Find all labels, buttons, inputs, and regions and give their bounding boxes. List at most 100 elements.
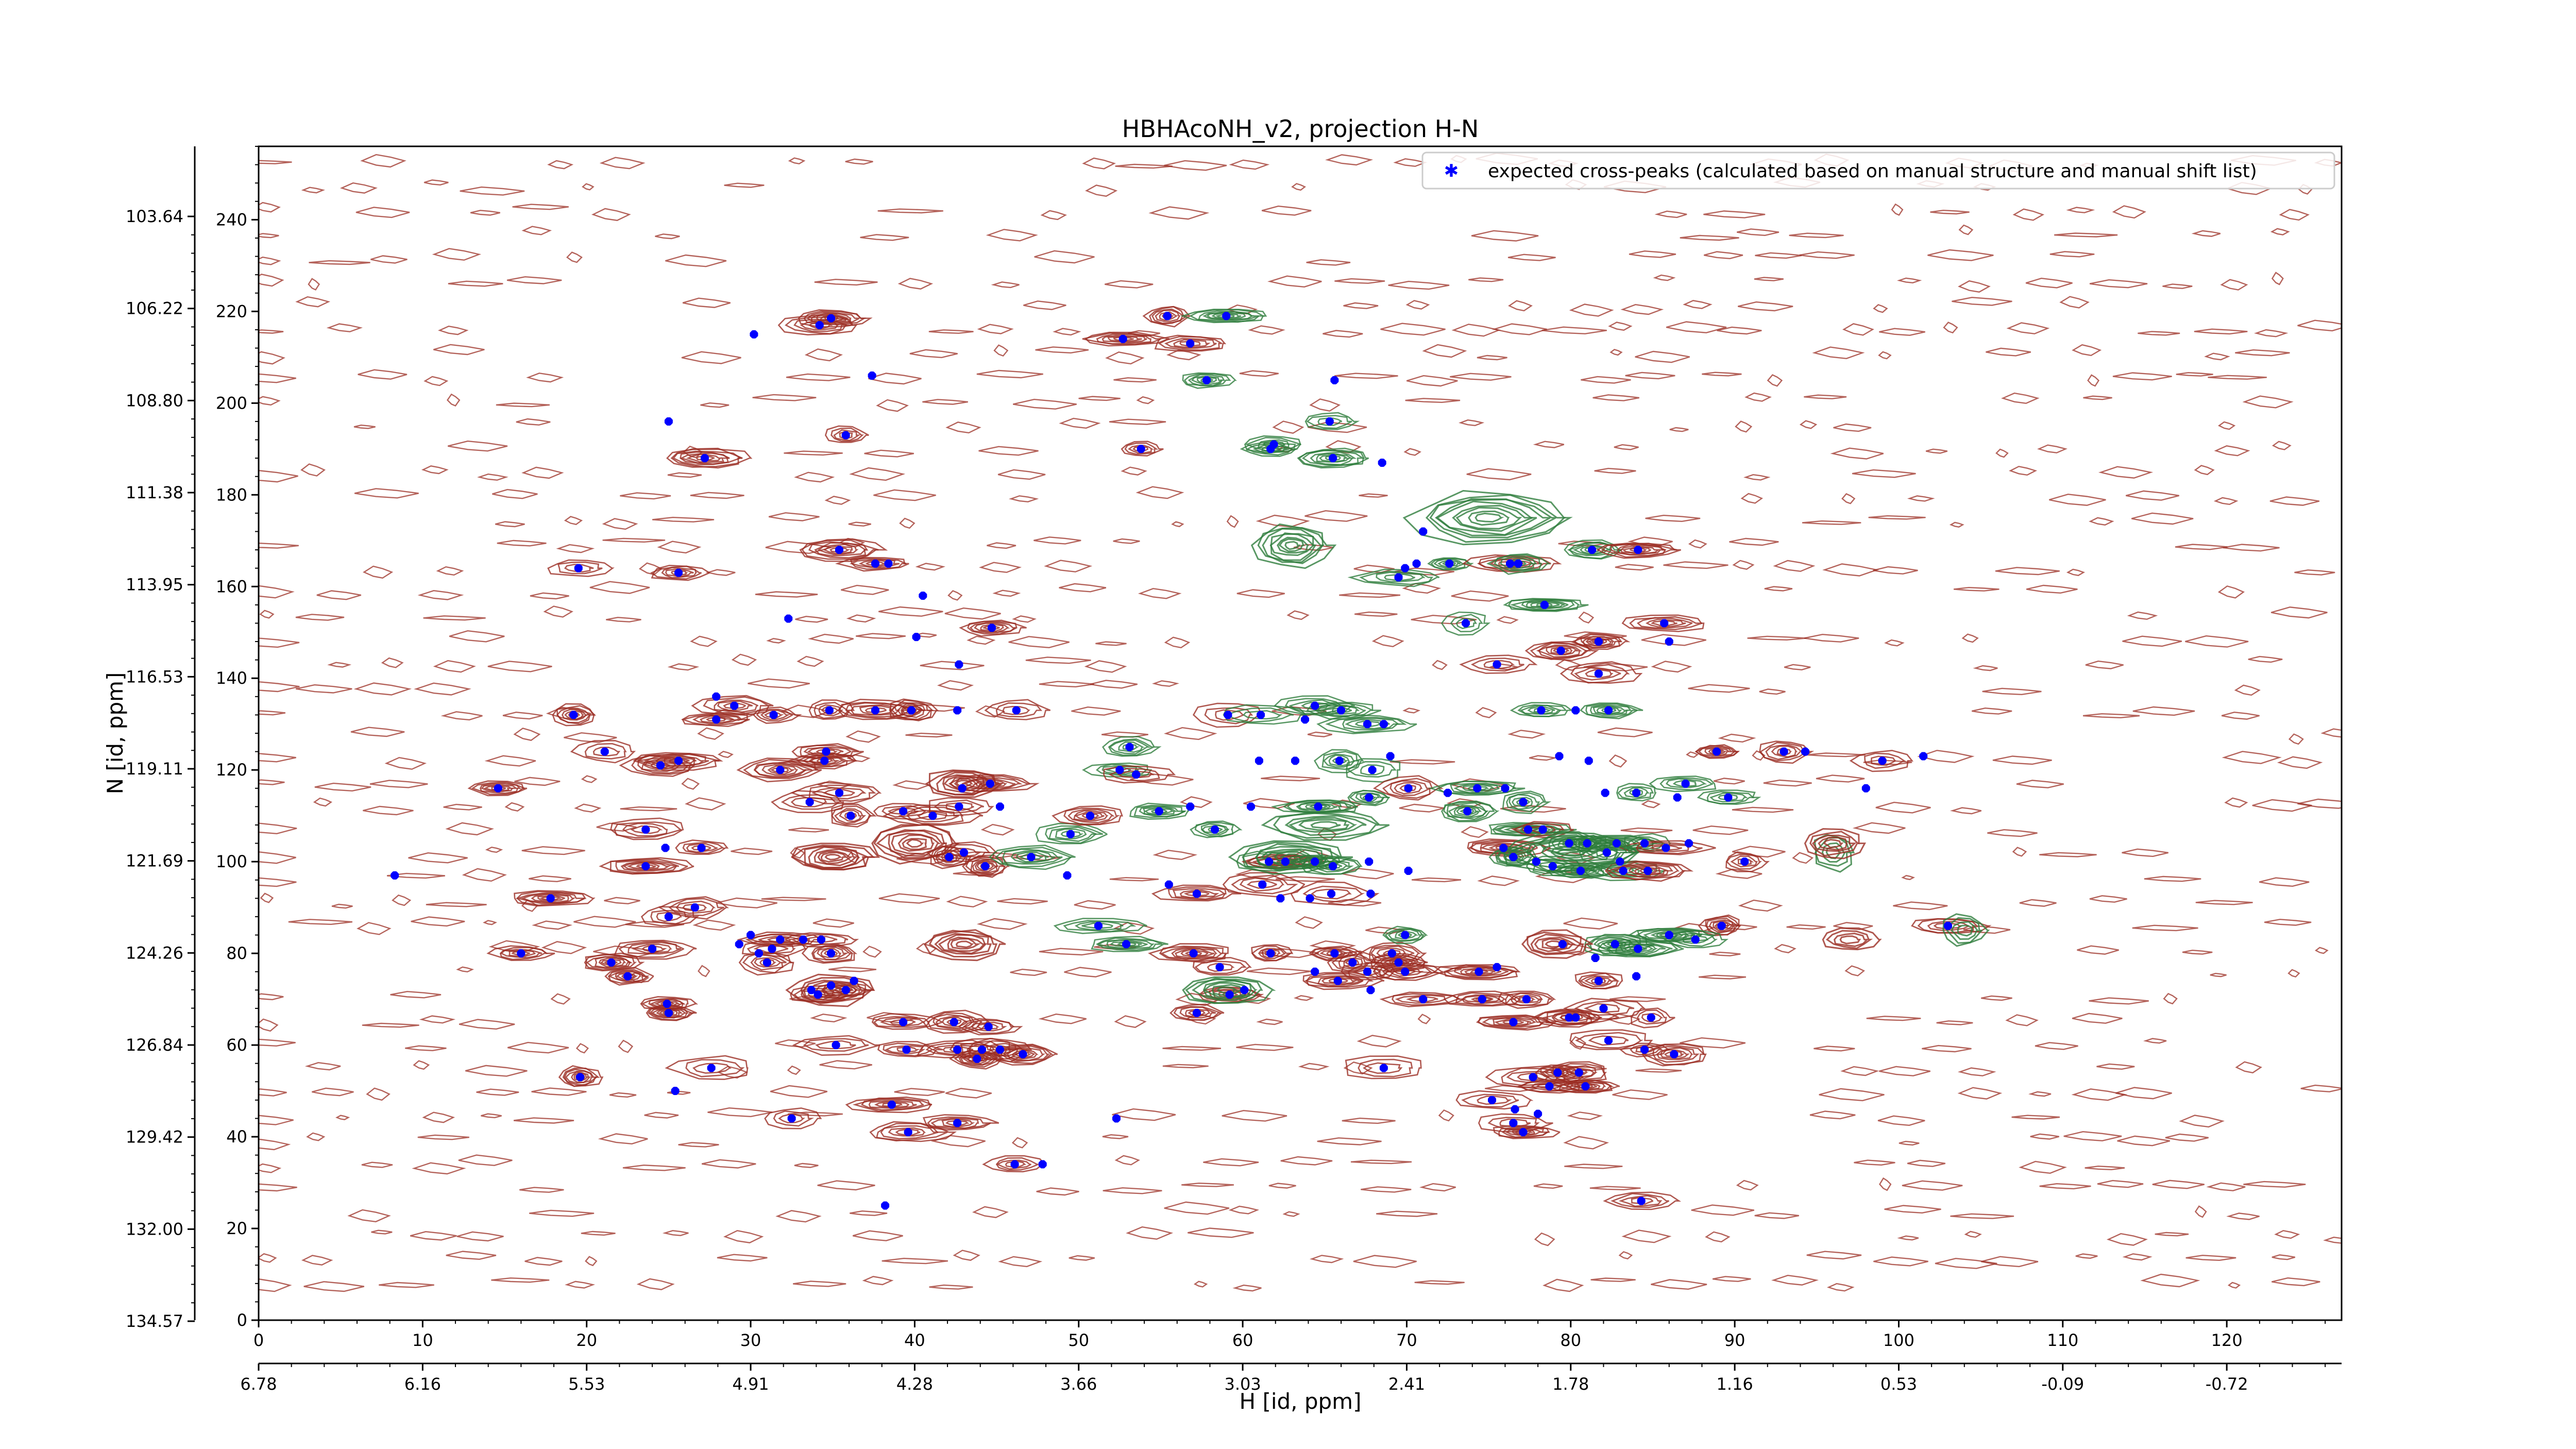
contour-line — [1631, 1197, 1654, 1205]
noise-contour — [1074, 900, 1116, 910]
contour-line — [670, 447, 743, 469]
contour-line — [873, 824, 954, 861]
noise-contour — [1044, 560, 1093, 572]
contour-line — [1151, 884, 1242, 902]
contour-line — [664, 757, 697, 765]
noise-contour — [484, 755, 536, 767]
noise-contour — [1529, 755, 1555, 761]
noise-contour — [2054, 232, 2118, 238]
noise-contour — [1466, 468, 1532, 481]
contour-line — [1500, 556, 1537, 571]
peak-marker — [1583, 839, 1591, 848]
peak-marker — [1365, 857, 1374, 866]
contour-line — [1809, 831, 1860, 857]
noise-contour — [878, 893, 940, 904]
contour-line — [620, 861, 677, 872]
contour-line — [479, 783, 521, 794]
contour-line — [564, 564, 594, 573]
peak-marker — [1246, 802, 1255, 811]
noise-contour — [2106, 1233, 2148, 1246]
contour-line — [1436, 780, 1516, 795]
noise-contour — [1563, 917, 1618, 930]
noise-contour — [369, 780, 428, 788]
noise-contour — [2083, 395, 2112, 400]
noise-contour — [1752, 750, 1766, 761]
contour-line — [821, 706, 840, 715]
peak-marker — [1571, 706, 1580, 715]
y-ppm-tick-label: 108.80 — [126, 391, 183, 410]
noise-contour — [313, 797, 333, 807]
noise-contour — [1181, 1182, 1234, 1187]
contour-line — [1636, 617, 1693, 629]
contour-line — [823, 788, 855, 797]
contour-line — [820, 851, 848, 863]
contour-line — [792, 1035, 880, 1056]
contour-line — [1443, 800, 1495, 822]
noise-contour — [1069, 1255, 1095, 1261]
contour-line — [1823, 838, 1844, 849]
contour-line — [1179, 889, 1219, 899]
peak-marker — [1137, 445, 1145, 453]
noise-contour — [1389, 759, 1455, 765]
contour-line — [975, 779, 1008, 788]
contour-line — [1159, 311, 1179, 321]
noise-contour — [524, 1257, 563, 1266]
contour-line — [1207, 963, 1235, 972]
peak-marker — [762, 958, 771, 967]
contour-line — [650, 1007, 688, 1019]
peak-marker — [827, 981, 836, 990]
noise-contour — [433, 660, 476, 673]
contour-line — [1338, 954, 1369, 970]
noise-contour — [532, 920, 573, 930]
contour-line — [1261, 810, 1390, 841]
noise-contour — [2272, 1254, 2296, 1260]
noise-contour — [2066, 207, 2095, 213]
contour-line — [1269, 532, 1316, 557]
contour-line — [1240, 442, 1298, 457]
contour-line — [1629, 616, 1703, 631]
contour-line — [1542, 1012, 1602, 1024]
contour-line — [885, 1045, 926, 1054]
peak-marker — [817, 935, 825, 944]
noise-contour — [521, 226, 552, 235]
noise-contour — [1359, 493, 1388, 498]
x-tick-label: 0 — [253, 1330, 264, 1350]
contour-line — [1574, 666, 1621, 681]
peak-marker — [1604, 706, 1613, 715]
noise-contour — [2030, 1133, 2059, 1140]
peak-marker — [1122, 940, 1131, 949]
peak-marker — [1538, 825, 1547, 834]
noise-contour — [306, 1132, 326, 1141]
contour-line — [1534, 937, 1577, 952]
y-tick-label: 160 — [216, 577, 247, 596]
contour-line — [1505, 1127, 1543, 1136]
noise-contour — [2063, 1131, 2122, 1142]
noise-contour — [2049, 493, 2106, 506]
peak-marker — [754, 949, 763, 958]
contour-line — [607, 970, 646, 983]
noise-contour — [1982, 687, 2042, 696]
noise-contour — [2012, 847, 2027, 857]
contour-line — [1822, 927, 1882, 951]
contour-line — [1215, 709, 1244, 721]
noise-contour — [2242, 395, 2294, 409]
noise-contour — [1166, 349, 1201, 361]
noise-contour — [507, 1041, 569, 1054]
contour-line — [520, 893, 576, 904]
noise-contour — [2297, 798, 2342, 809]
contour-line — [790, 797, 827, 807]
noise-contour — [259, 373, 296, 383]
noise-contour — [976, 918, 1028, 930]
peak-marker — [1619, 866, 1628, 875]
peak-marker — [648, 945, 657, 953]
contour-line — [882, 1102, 903, 1107]
contour-line — [1167, 886, 1227, 901]
noise-contour — [2194, 465, 2215, 476]
contour-line — [1095, 937, 1163, 951]
contour-line — [995, 1157, 1039, 1171]
noise-contour — [443, 803, 482, 811]
contour-line — [874, 1101, 909, 1108]
peak-marker — [807, 986, 816, 995]
contour-line — [824, 425, 869, 443]
contour-line — [1561, 1065, 1598, 1079]
